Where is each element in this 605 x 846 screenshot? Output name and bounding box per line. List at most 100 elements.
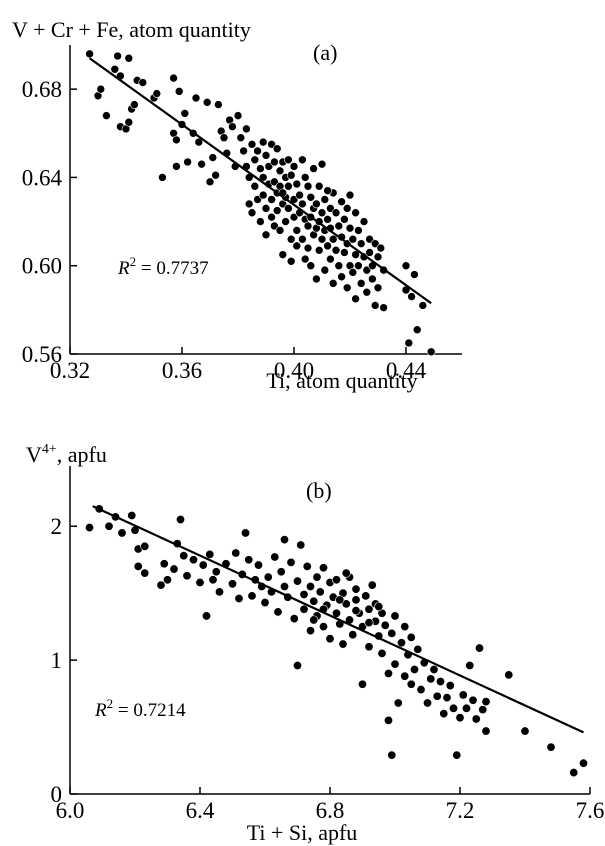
data-point — [390, 611, 400, 621]
data-point — [270, 221, 279, 231]
data-point — [256, 164, 265, 173]
data-point — [124, 53, 134, 63]
panel-a-points — [85, 49, 436, 357]
data-point — [326, 204, 335, 213]
y-tick-label: 0 — [51, 782, 63, 807]
data-point — [340, 215, 349, 224]
data-point — [390, 659, 400, 669]
data-point — [85, 523, 95, 533]
data-point — [368, 274, 377, 284]
data-point — [205, 177, 215, 187]
data-point — [318, 622, 328, 632]
data-point — [152, 89, 162, 98]
data-point — [569, 768, 579, 778]
data-point — [244, 555, 254, 565]
x-tick-label: 7.6 — [576, 798, 605, 823]
panel-a-ticks: 0.32 0.36 0.40 0.44 0.56 0.60 0.64 0.68 — [22, 77, 427, 383]
data-point — [357, 679, 367, 689]
panel-b-y-axis-title: V4+, apfu — [26, 442, 107, 467]
panel-a-x-axis-title: Ti, atom quantity — [266, 368, 417, 393]
data-point — [113, 51, 122, 61]
data-point — [404, 338, 414, 348]
data-point — [169, 564, 179, 574]
data-point — [341, 599, 351, 609]
data-point — [189, 555, 199, 565]
data-point — [208, 575, 218, 585]
data-point — [326, 254, 335, 264]
data-point — [247, 591, 257, 601]
data-point — [409, 664, 419, 674]
data-point — [335, 595, 345, 605]
data-point — [124, 117, 134, 127]
x-tick-label: 0.44 — [386, 358, 427, 383]
data-point — [520, 726, 530, 736]
data-point — [117, 528, 127, 538]
data-point — [351, 208, 360, 218]
data-point — [412, 325, 422, 335]
data-point — [364, 618, 374, 628]
data-point — [354, 261, 363, 271]
data-point — [393, 698, 403, 708]
data-point — [406, 632, 416, 642]
data-point — [169, 73, 178, 83]
data-point — [406, 679, 416, 689]
data-point — [286, 170, 296, 180]
data-point — [104, 521, 114, 531]
data-point — [345, 190, 355, 200]
data-point — [365, 234, 374, 244]
data-point — [364, 642, 374, 652]
data-point — [387, 628, 397, 638]
data-point — [267, 195, 276, 204]
data-point — [351, 595, 361, 605]
data-point — [356, 239, 366, 248]
data-point — [377, 648, 387, 658]
data-point — [228, 122, 237, 131]
data-point — [241, 528, 251, 538]
data-point — [140, 541, 150, 551]
data-point — [348, 268, 358, 277]
data-point — [214, 100, 223, 109]
data-point — [546, 742, 556, 752]
data-point — [458, 690, 468, 700]
data-point — [270, 177, 279, 187]
data-point — [260, 598, 270, 608]
data-point — [254, 560, 264, 570]
data-point — [284, 204, 293, 213]
data-point — [261, 204, 271, 213]
data-point — [219, 133, 229, 142]
data-point — [159, 559, 169, 569]
data-point — [163, 575, 173, 585]
data-point — [478, 705, 488, 715]
data-point — [331, 245, 341, 255]
data-point — [305, 581, 315, 591]
data-point — [176, 515, 186, 525]
panel-a-y-axis-title: V + Cr + Fe, atom quantity — [12, 17, 251, 42]
data-point — [264, 162, 274, 171]
data-point — [432, 691, 442, 701]
data-point — [270, 552, 280, 562]
data-point — [418, 301, 428, 310]
data-point — [309, 615, 319, 625]
x-tick-label: 7.2 — [446, 798, 475, 823]
data-point — [337, 197, 346, 207]
data-point — [407, 292, 416, 301]
data-point — [250, 181, 260, 191]
data-point — [300, 173, 310, 182]
data-point — [211, 170, 220, 180]
data-point — [340, 248, 349, 257]
panel-a-r2-symbol: R — [117, 258, 130, 279]
data-point — [242, 124, 251, 134]
data-point — [400, 622, 410, 632]
data-point — [286, 256, 296, 266]
data-point — [172, 135, 181, 145]
data-point — [256, 217, 265, 226]
data-point — [306, 261, 316, 271]
data-point — [413, 644, 423, 654]
data-point — [362, 287, 372, 297]
panel-b-ylabel-rest: , apfu — [57, 442, 107, 467]
data-point — [401, 261, 411, 271]
data-point — [296, 540, 306, 550]
panel-a-r2-value: = 0.7737 — [136, 258, 208, 279]
x-tick-label: 6.0 — [56, 798, 85, 823]
